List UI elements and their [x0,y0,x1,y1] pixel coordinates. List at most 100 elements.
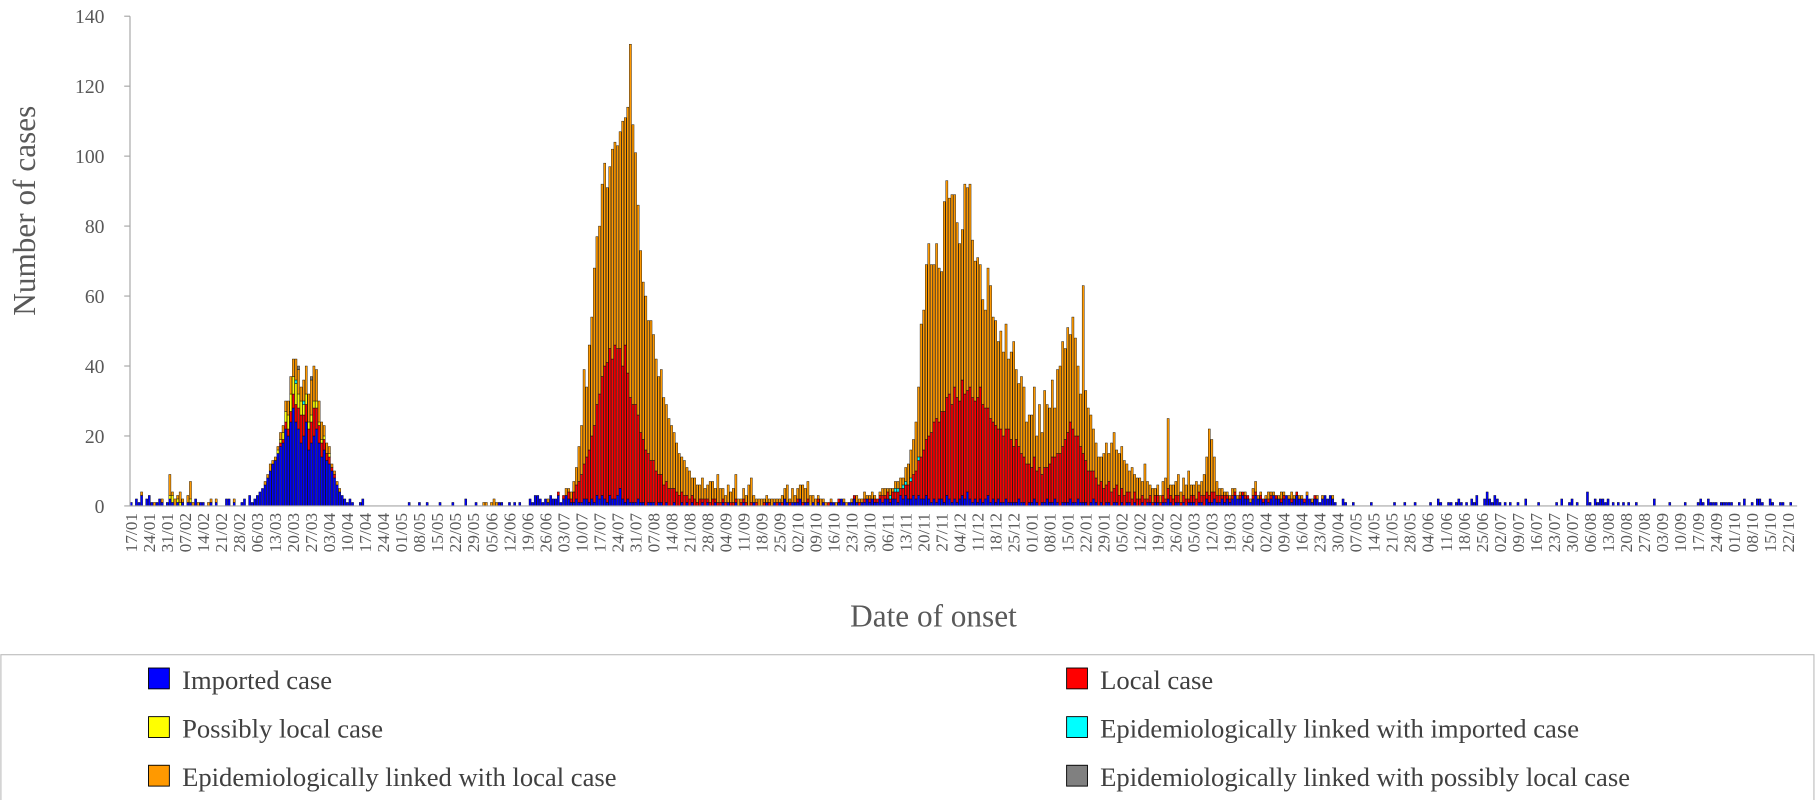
bar-segment [919,323,923,458]
bar-segment [214,498,218,503]
bar-segment [1244,495,1247,500]
bar-segment [768,498,771,503]
bar-segment [307,393,311,423]
bar-segment [896,491,900,503]
bar-segment [639,432,642,503]
bar-segment [1300,498,1304,507]
bar-segment [189,481,192,500]
bar-segment [631,124,635,405]
bar-segment [721,488,725,500]
bar-segment [585,456,588,500]
bar-segment [1758,498,1762,507]
y-tick-label: 120 [75,76,105,98]
bar-segment [616,495,619,507]
bar-segment [629,397,632,503]
bar-segment [304,365,308,395]
bar-segment [1105,442,1108,486]
bar-segment [1120,488,1124,503]
bar-segment [1743,498,1746,507]
x-tick-label: 19/02 [1149,513,1168,553]
bar-segment [1133,474,1136,493]
x-tick-label: 06/03 [248,513,267,553]
bar-segment [842,498,846,503]
bar-segment [1264,498,1268,507]
x-tick-label: 24/01 [140,513,159,553]
bar-segment [927,435,931,500]
x-tick-label: 17/01 [122,513,141,553]
legend-label: Epidemiologically linked with possibly l… [1100,762,1630,792]
bar-segment [672,488,676,503]
bar-segment [642,439,645,503]
bar-segment [171,495,174,503]
bar-segment [870,498,874,507]
bar-segment [716,474,720,503]
bar-segment [572,481,576,493]
bar-segment [1146,481,1149,500]
x-tick-label: 20/11 [914,513,933,552]
bar-segment [1056,453,1059,503]
y-axis-title: Number of cases [7,106,42,316]
legend-label: Epidemiologically linked with local case [182,762,617,792]
bar-segment [899,477,902,489]
bar-segment [330,467,334,472]
bar-segment [1272,491,1275,496]
bar-segment [1148,484,1152,496]
bar-segment [873,498,877,503]
bar-segment [881,488,884,496]
bar-segment [302,435,305,507]
bar-segment [148,495,151,507]
x-tick-label: 25/09 [770,513,789,553]
x-tick-label: 10/04 [338,513,357,553]
bar-segment [322,439,326,451]
bar-segment [865,495,869,500]
bar-segment [986,407,990,496]
bar-segment [1015,439,1018,503]
bar-segment [328,453,331,458]
bar-segment [253,498,257,507]
legend-swatch [1066,667,1088,690]
y-tick-label: 80 [85,216,105,238]
bar-segment [991,498,995,507]
bar-segment [315,407,318,430]
bar-segment [317,421,321,426]
bar-segment [361,498,365,507]
bar-segment [886,498,889,507]
x-tick-label: 12/02 [1131,513,1150,553]
bar-segment [1069,334,1072,423]
bar-segment [850,498,853,503]
bar-segment [678,453,681,496]
bar-segment [1153,488,1157,496]
bar-segment [1159,495,1162,503]
bar-segment [611,498,614,507]
bar-segment [297,407,300,430]
bar-segment [1120,446,1124,489]
bar-segment [1254,481,1257,493]
bar-segment [325,442,329,454]
bar-segment [302,404,305,416]
legend-swatch [148,667,170,690]
bar-segment [925,264,928,440]
bar-segment [919,498,923,507]
bar-segment [1254,495,1257,507]
bar-segment [747,484,751,507]
bar-segment [1308,498,1311,507]
bar-segment [1282,498,1286,507]
bar-segment [279,432,282,440]
bar-segment [593,267,596,426]
bar-segment [953,498,956,507]
bar-segment [943,411,946,503]
x-tick-label: 22/05 [446,513,465,553]
bar-segment [1030,414,1034,468]
bar-segment [961,229,964,381]
bar-segment [294,421,298,507]
bar-segment [868,498,871,503]
bar-segment [1220,498,1224,507]
bar-segment [819,498,823,507]
bar-segment [1220,488,1224,496]
bar-segment [1071,316,1075,430]
bar-segment [562,498,565,507]
bar-segment [973,260,977,402]
bar-segment [1570,498,1574,507]
x-tick-label: 23/10 [842,513,861,553]
bar-segment [585,498,588,507]
